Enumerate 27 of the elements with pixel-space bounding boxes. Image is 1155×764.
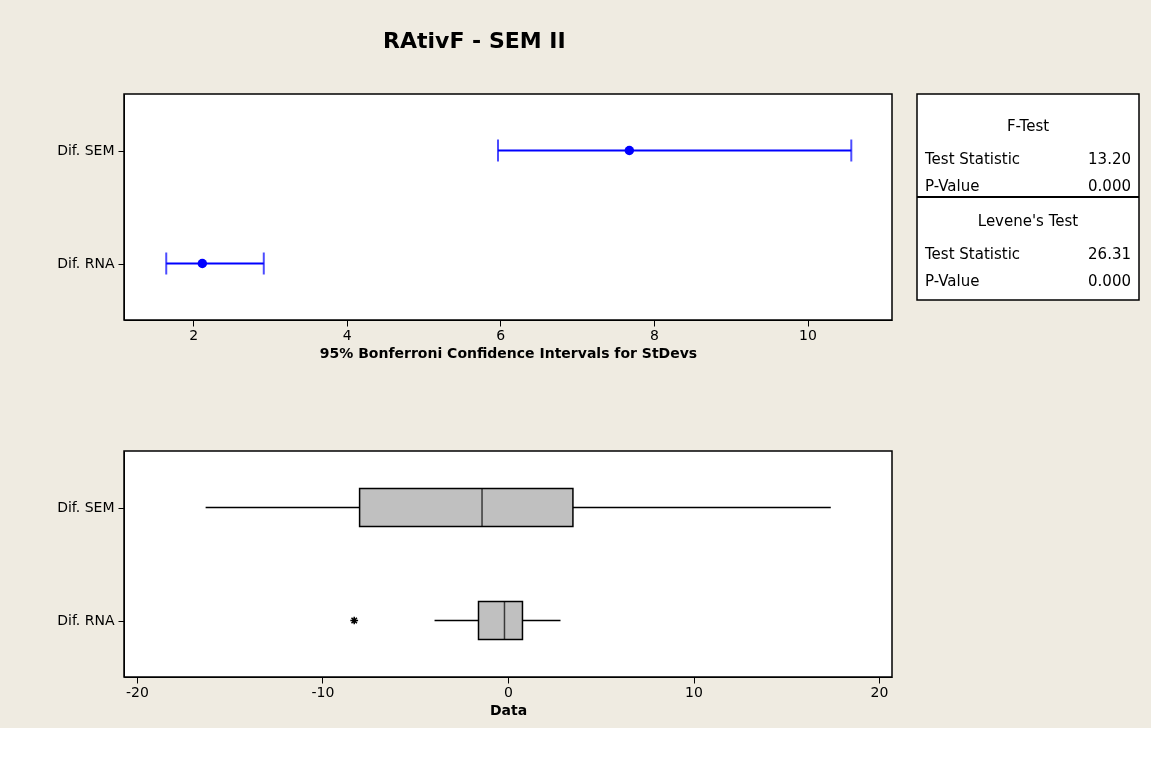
text: 26.31 xyxy=(1088,245,1131,263)
text: 0.000 xyxy=(1088,177,1131,195)
y-tick-label: Dif. SEM xyxy=(57,142,115,158)
x-tick-label: -20 xyxy=(126,683,149,700)
x-tick-label: 6 xyxy=(496,326,506,343)
x-tick-label: 10 xyxy=(799,326,817,343)
x-tick-label: 4 xyxy=(342,326,352,343)
x-tick-label: 10 xyxy=(685,683,703,700)
text: 0.000 xyxy=(1088,272,1131,290)
text: Test Statistic xyxy=(924,245,1021,263)
text: Levene's Test xyxy=(977,212,1079,230)
text: P-Value xyxy=(925,177,980,195)
y-tick-label: Dif. RNA xyxy=(57,612,115,628)
x-tick-label: 8 xyxy=(649,326,659,343)
text: 13.20 xyxy=(1088,150,1131,168)
y-tick-label: Dif. RNA xyxy=(57,255,115,271)
text: P-Value xyxy=(925,272,980,290)
text: Test Statistic xyxy=(924,150,1021,168)
x-tick-label: 20 xyxy=(870,683,889,700)
chart-title: RAtivF - SEM II xyxy=(383,28,566,54)
x-tick-label: 0 xyxy=(504,683,513,700)
y-tick-label: Dif. SEM xyxy=(57,499,115,515)
x-tick-label: 2 xyxy=(189,326,199,343)
x-axis-title: 95% Bonferroni Confidence Intervals for StDevs xyxy=(319,344,698,361)
x-axis-title: Data xyxy=(489,701,528,718)
text: F-Test xyxy=(1006,117,1050,135)
x-tick-label: -10 xyxy=(311,683,335,700)
